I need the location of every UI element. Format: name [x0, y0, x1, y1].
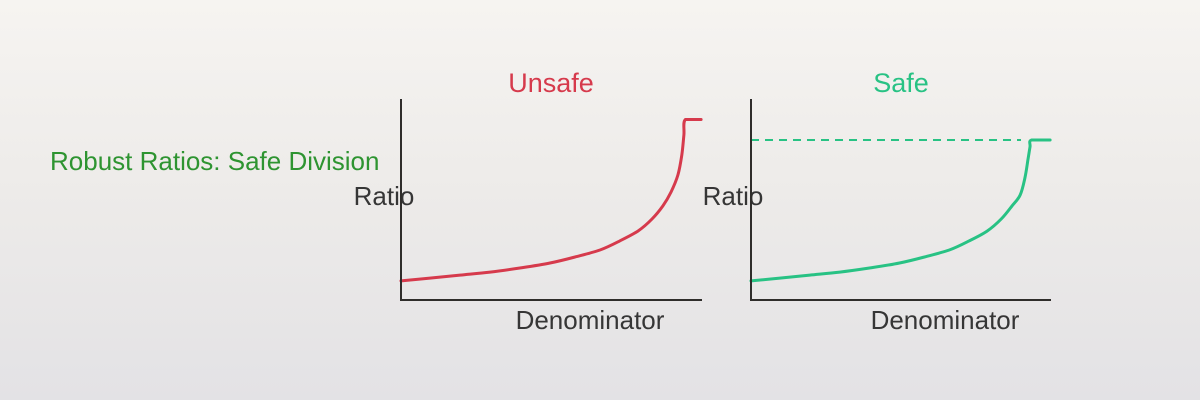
unsafe-plot-title: Unsafe — [508, 68, 594, 98]
safe-plot — [749, 99, 1052, 301]
unsafe-plot — [399, 99, 703, 301]
axes — [400, 99, 702, 301]
safe-plot-title: Safe — [873, 68, 929, 98]
unsafe-ratio-curve — [399, 118, 703, 283]
unsafe-xlabel: Denominator — [515, 305, 665, 335]
unsafe-ylabel: Ratio — [353, 181, 415, 211]
safe-ylabel: Ratio — [702, 181, 764, 211]
safe-ratio-curve — [749, 138, 1052, 283]
axes — [750, 99, 1051, 301]
safe-xlabel: Denominator — [870, 305, 1020, 335]
figure-heading: Robust Ratios: Safe Division — [50, 146, 380, 176]
